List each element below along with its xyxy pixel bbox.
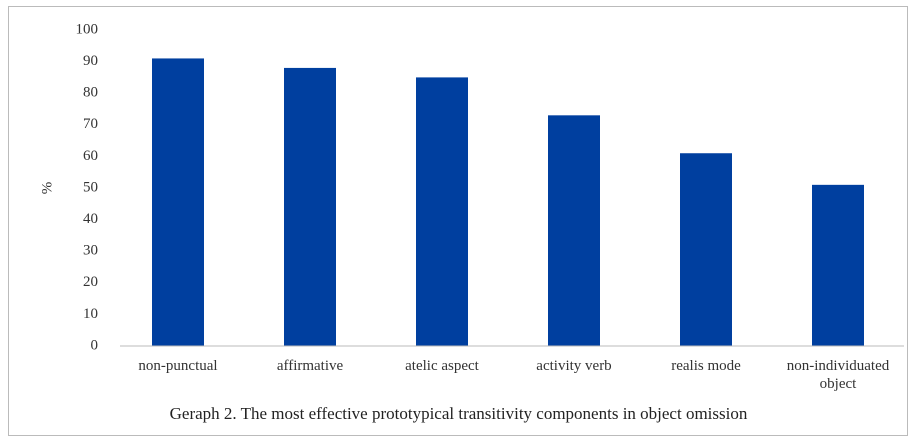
x-tick-label: affirmative (276, 358, 344, 374)
y-tick-label: 80 (83, 85, 98, 101)
y-axis-label: % (39, 182, 55, 195)
chart-title: Geraph 2. The most effective prototypica… (169, 404, 748, 423)
bar (812, 184, 864, 346)
x-tick-label: non-punctual (138, 358, 218, 374)
y-tick-label: 40 (83, 211, 98, 227)
bar (284, 67, 336, 347)
bar (548, 115, 600, 346)
y-tick-label: 70 (83, 116, 98, 132)
x-tick-label: activity verb (536, 358, 612, 374)
bar (416, 77, 468, 347)
y-tick-label: 90 (83, 53, 98, 69)
bar (680, 153, 732, 346)
y-tick-label: 30 (83, 243, 98, 259)
y-tick-label: 10 (83, 306, 98, 322)
x-tick-label: non-individuated object (786, 358, 890, 392)
y-tick-label: 100 (76, 21, 99, 37)
bar (152, 58, 204, 346)
x-tick-label: realis mode (671, 358, 741, 374)
y-tick-label: 60 (83, 148, 98, 164)
y-tick-label: 50 (83, 179, 98, 195)
y-tick-label: 20 (83, 274, 98, 290)
y-tick-label: 0 (91, 337, 99, 353)
chart-frame (8, 6, 908, 436)
x-tick-label: atelic aspect (405, 358, 479, 374)
